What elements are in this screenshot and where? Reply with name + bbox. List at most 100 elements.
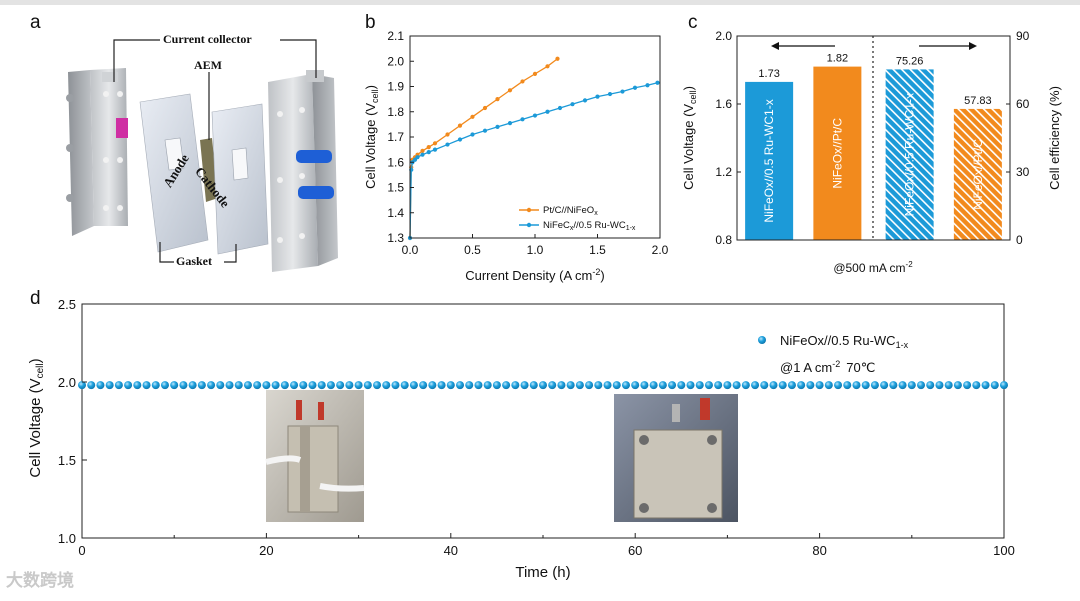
chart-d-point — [741, 381, 750, 390]
chart-d-point — [234, 381, 243, 390]
chart-c-ylabel-right: Cell efficiency (%) — [1047, 86, 1062, 190]
chart-b-point — [470, 132, 475, 137]
chart-d-point — [511, 381, 520, 390]
chart-d-point — [142, 381, 151, 390]
chart-d-point — [695, 381, 704, 390]
chart-d-xlabel: Time (h) — [515, 564, 570, 581]
magenta-port — [116, 118, 128, 138]
chart-d-point — [87, 381, 96, 390]
label-aem: AEM — [194, 58, 222, 72]
chart-d-annotation: @1 A cm-2 70℃ — [780, 359, 875, 375]
chart-d-point — [944, 381, 953, 390]
chart-b-point — [445, 132, 450, 137]
chart-b-point — [520, 117, 525, 122]
chart-d-point — [520, 381, 529, 390]
chart-d-point — [870, 381, 879, 390]
chart-d-point — [345, 381, 354, 390]
chart-b-point — [482, 128, 488, 133]
chart-d-point — [935, 381, 944, 390]
chart-c-value-label: 75.26 — [896, 55, 924, 67]
chart-d: 0 20 40 60 80 100 1.0 1.5 2.0 2.5 Time (h) Cell V… — [27, 297, 1015, 581]
chart-d-point — [409, 381, 418, 390]
chart-d-point — [917, 381, 926, 390]
chart-c-bar-3 — [953, 108, 1002, 240]
chart-d-point — [243, 381, 252, 390]
chart-d-point — [990, 381, 999, 390]
collector-bracket — [113, 39, 317, 82]
chart-d-point — [170, 381, 179, 390]
chart-d-point — [188, 381, 197, 390]
chart-b-xtick-label: 0.5 — [464, 243, 481, 257]
panel-label-c: c — [688, 12, 698, 33]
chart-d-point — [114, 381, 123, 390]
chart-b-point — [620, 89, 625, 94]
chart-d-xtick-label: 80 — [812, 543, 826, 558]
panel-label-b: b — [365, 12, 376, 33]
chart-b-point — [582, 98, 588, 103]
chart-b-point — [432, 147, 438, 152]
chart-d-ylabel: Cell Voltage (Vcell) — [27, 358, 46, 477]
chart-d-point — [898, 381, 907, 390]
chart-d-point — [778, 381, 787, 390]
chart-d-point — [880, 381, 889, 390]
blue-fitting-top — [296, 150, 332, 163]
chart-d-point — [760, 381, 769, 390]
chart-b-xtick-label: 0.0 — [402, 243, 419, 257]
chart-d-point — [151, 381, 160, 390]
chart-d-point — [953, 381, 962, 390]
chart-b-ylabel: Cell Voltage (Vcell) — [363, 85, 380, 189]
chart-d-point — [787, 381, 796, 390]
chart-b-ytick-label: 1.7 — [387, 130, 404, 144]
chart-d-point — [926, 381, 935, 390]
chart-d-point — [557, 381, 566, 390]
legend-marker-ru — [526, 222, 532, 228]
chart-d-point — [326, 381, 335, 390]
chart-d-point — [474, 381, 483, 390]
chart-b-point — [507, 88, 513, 93]
chart-d-point — [1000, 381, 1008, 390]
chart-d-xtick-label: 40 — [444, 543, 458, 558]
chart-b-ytick-label: 2.0 — [387, 54, 404, 68]
chart-d-point — [548, 381, 557, 390]
chart-d-ytick-label: 2.5 — [58, 297, 76, 312]
chart-d-point — [492, 381, 501, 390]
chart-b-ytick-label: 1.5 — [387, 181, 404, 195]
chart-d-point — [769, 381, 778, 390]
chart-d-point — [668, 381, 677, 390]
chart-d-ytick-label: 2.0 — [58, 375, 76, 390]
chart-d-point — [732, 381, 741, 390]
chart-d-point — [806, 381, 815, 390]
chart-d-point — [253, 381, 262, 390]
left-end-plate — [66, 68, 128, 236]
chart-d-xtick-label: 60 — [628, 543, 642, 558]
chart-b-point — [457, 123, 463, 128]
chart-c-ytick-right-label: 30 — [1016, 165, 1030, 179]
chart-b-series-line-0 — [409, 58, 558, 239]
photo-cell-front — [614, 394, 738, 522]
chart-b-point — [532, 71, 538, 76]
chart-d-point — [419, 381, 428, 390]
chart-c-arrow-left — [771, 42, 835, 50]
chart-d-point — [566, 381, 575, 390]
chart-d-point — [105, 381, 114, 390]
chart-c-ytick-right-label: 90 — [1016, 29, 1030, 43]
top-border — [0, 0, 1080, 5]
chart-d-point — [539, 381, 547, 390]
chart-b-point — [482, 105, 488, 111]
chart-b-point — [432, 141, 438, 146]
legend-label-ptc: Pt/C//NiFeOx — [543, 205, 598, 217]
chart-d-point — [649, 381, 658, 390]
chart-b-ytick-label: 2.1 — [387, 29, 404, 43]
chart-d-legend: NiFeOx//0.5 Ru-WC1-x @1 A cm-2 70℃ — [758, 333, 909, 375]
chart-d-point — [907, 381, 916, 390]
chart-c-ylabel-left: Cell Voltage (Vcell) — [681, 86, 698, 190]
chart-b-point — [607, 91, 613, 97]
chart-b-point — [545, 109, 550, 114]
chart-d-point — [585, 381, 594, 390]
chart-d-point — [529, 381, 538, 390]
legend-marker-ptc — [526, 207, 532, 213]
chart-b-point — [632, 85, 638, 90]
chart-c-ytick-left-label: 0.8 — [715, 233, 732, 247]
chart-b-point — [415, 155, 420, 160]
blue-fitting-bottom — [298, 186, 334, 199]
